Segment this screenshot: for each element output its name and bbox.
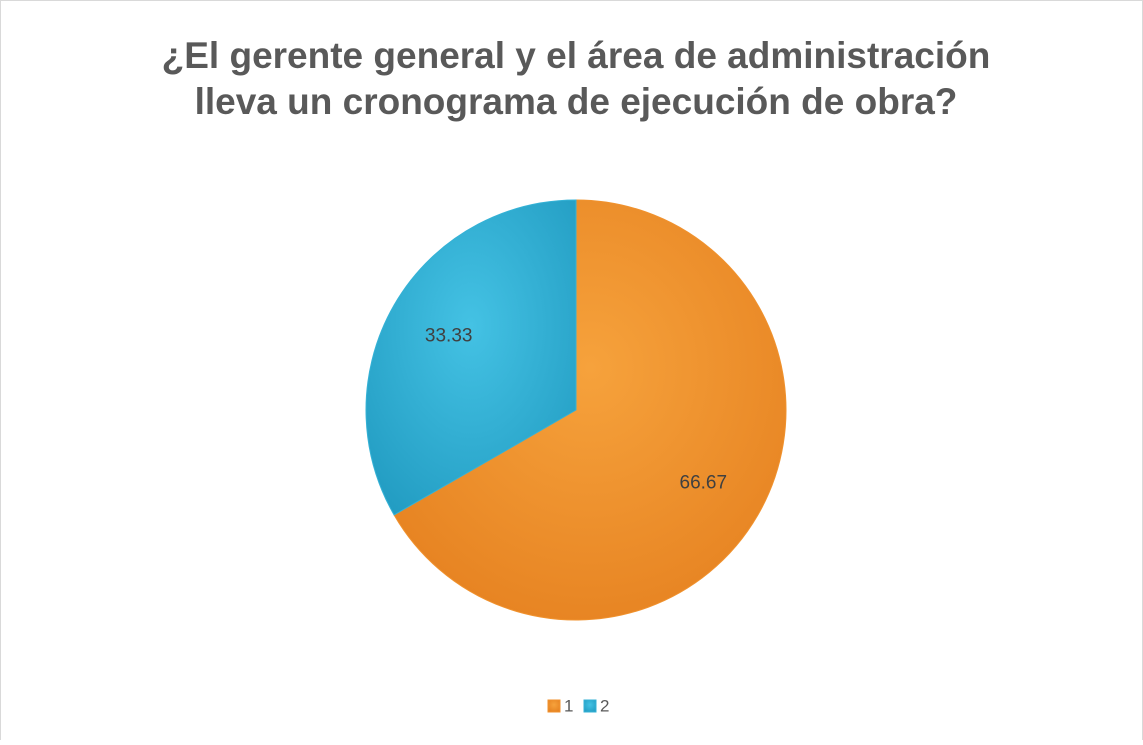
legend-swatch (583, 699, 597, 713)
legend-label: 1 (564, 696, 573, 715)
chart-title: ¿El gerente general y el área de adminis… (162, 35, 991, 76)
pie-slice (393, 199, 787, 621)
pie-slice (365, 199, 577, 516)
data-label: 33.33 (425, 326, 473, 347)
chart-title: lleva un cronograma de ejecución de obra… (195, 81, 958, 122)
data-label: 66.67 (680, 473, 728, 494)
legend-swatch (547, 699, 561, 713)
legend-label: 2 (600, 696, 609, 715)
